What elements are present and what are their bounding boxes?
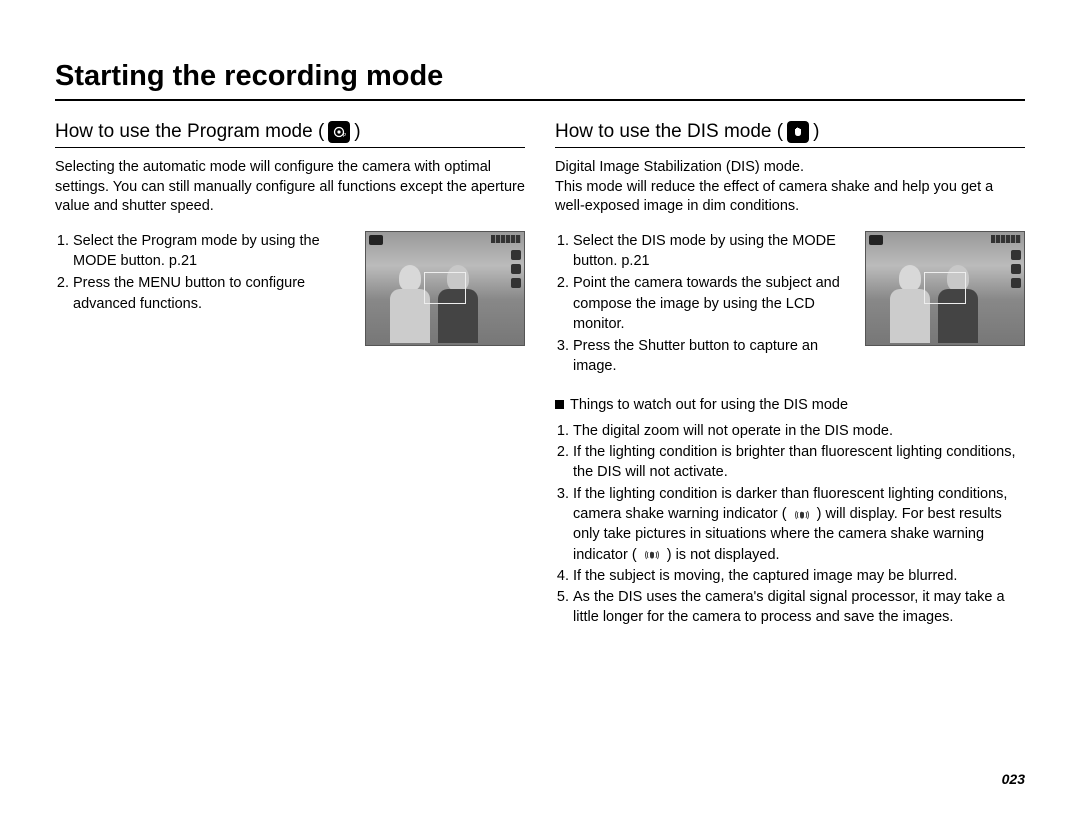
lcd-preview-dis: [865, 231, 1025, 346]
focus-frame-icon: [924, 272, 966, 304]
list-item: Select the Program mode by using the MOD…: [73, 231, 355, 272]
lcd-preview-program: [365, 231, 525, 346]
heading-prefix: How to use the Program mode (: [55, 121, 324, 143]
list-item: As the DIS uses the camera's digital sig…: [573, 587, 1025, 628]
heading-suffix: ): [813, 121, 819, 143]
dis-notes-list: The digital zoom will not operate in the…: [555, 421, 1025, 628]
list-item: Press the Shutter button to capture an i…: [573, 336, 855, 377]
program-mode-heading: How to use the Program mode ( P ): [55, 121, 525, 148]
dis-notes-heading: Things to watch out for using the DIS mo…: [555, 397, 1025, 413]
dis-mode-icon: [787, 121, 809, 143]
lcd-sidebar-icons: [511, 250, 521, 288]
heading-suffix: ): [354, 121, 360, 143]
dis-mode-heading: How to use the DIS mode ( ): [555, 121, 1025, 148]
list-item: The digital zoom will not operate in the…: [573, 421, 1025, 441]
shake-warning-icon: [641, 546, 663, 564]
heading-prefix: How to use the DIS mode (: [555, 121, 783, 143]
dis-steps-list: Select the DIS mode by using the MODE bu…: [555, 231, 855, 379]
manual-page: Starting the recording mode How to use t…: [0, 0, 1080, 669]
svg-text:P: P: [343, 133, 346, 139]
program-steps-list: Select the Program mode by using the MOD…: [55, 231, 355, 316]
list-item: Press the MENU button to configure advan…: [73, 273, 355, 314]
lcd-topbar-icons: [869, 235, 1021, 245]
list-item: If the lighting condition is brighter th…: [573, 442, 1025, 483]
dis-intro-text: Digital Image Stabilization (DIS) mode. …: [555, 158, 1025, 217]
page-number: 023: [1002, 771, 1025, 787]
program-intro-text: Selecting the automatic mode will config…: [55, 158, 525, 217]
square-bullet-icon: [555, 400, 564, 409]
focus-frame-icon: [424, 272, 466, 304]
shake-warning-icon: [791, 505, 813, 523]
list-item: If the subject is moving, the captured i…: [573, 566, 1025, 586]
content-columns: How to use the Program mode ( P ) Select…: [55, 121, 1025, 629]
list-item: If the lighting condition is darker than…: [573, 484, 1025, 565]
program-step-block: Select the Program mode by using the MOD…: [55, 231, 525, 346]
list-item: Point the camera towards the subject and…: [573, 273, 855, 334]
lcd-sidebar-icons: [1011, 250, 1021, 288]
notes-heading-text: Things to watch out for using the DIS mo…: [570, 397, 848, 413]
left-column: How to use the Program mode ( P ) Select…: [55, 121, 525, 629]
dis-step-block: Select the DIS mode by using the MODE bu…: [555, 231, 1025, 379]
page-title: Starting the recording mode: [55, 60, 1025, 101]
program-mode-icon: P: [328, 121, 350, 143]
list-item: Select the DIS mode by using the MODE bu…: [573, 231, 855, 272]
lcd-topbar-icons: [369, 235, 521, 245]
right-column: How to use the DIS mode ( ) Digital Imag…: [555, 121, 1025, 629]
